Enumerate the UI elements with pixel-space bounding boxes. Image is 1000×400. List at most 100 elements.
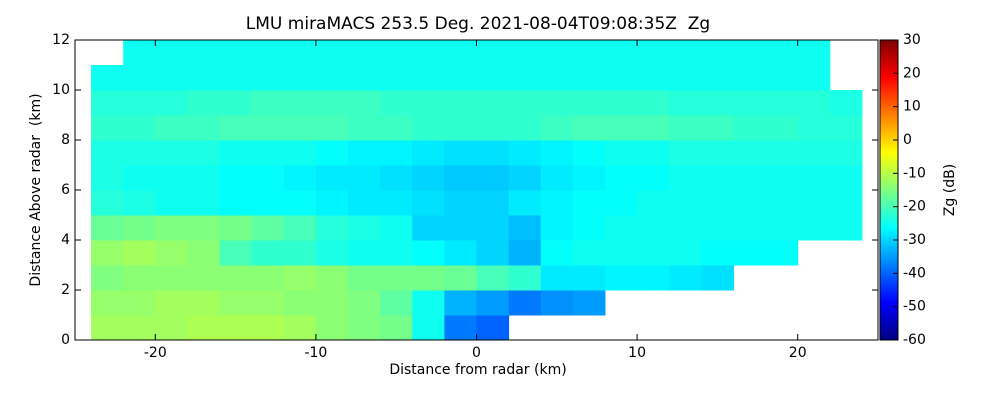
cell — [765, 165, 799, 191]
y-tick-label: 12 — [52, 32, 70, 48]
cell — [380, 290, 413, 316]
cell — [444, 40, 477, 66]
cell — [476, 140, 510, 166]
cell — [604, 265, 638, 291]
cell — [187, 240, 221, 266]
cell — [669, 165, 702, 191]
cell — [508, 290, 542, 316]
cell — [508, 65, 542, 91]
x-tick-label: 20 — [789, 345, 807, 361]
cell — [476, 215, 510, 241]
cell — [797, 140, 831, 166]
cell — [155, 115, 188, 141]
cell — [187, 90, 221, 116]
cell — [604, 215, 638, 241]
cell — [315, 115, 349, 141]
cell — [572, 165, 606, 191]
cell — [508, 40, 542, 66]
cell — [91, 115, 124, 141]
colorbar-tick-label: -30 — [903, 232, 926, 248]
cell — [540, 40, 574, 66]
cell — [604, 140, 638, 166]
cell — [251, 265, 285, 291]
cell — [572, 65, 606, 91]
cell — [251, 215, 285, 241]
cell — [283, 40, 317, 66]
cell — [604, 40, 638, 66]
cell — [380, 265, 413, 291]
cell — [219, 290, 253, 316]
cell — [283, 165, 317, 191]
cell — [219, 315, 253, 341]
cell — [669, 265, 702, 291]
y-axis-label: Distance Above radar (km) — [28, 93, 44, 286]
cell — [315, 215, 349, 241]
colorbar-tick-label: -50 — [903, 299, 926, 315]
cell — [701, 190, 734, 216]
cell — [315, 240, 349, 266]
cell — [315, 290, 349, 316]
cell — [123, 65, 156, 91]
cell — [701, 165, 734, 191]
cell — [380, 215, 413, 241]
cell — [123, 315, 156, 341]
cell — [508, 265, 542, 291]
cell — [476, 265, 510, 291]
cell — [155, 65, 188, 91]
cell — [315, 140, 349, 166]
cell — [701, 40, 734, 66]
cell — [251, 140, 285, 166]
cell — [251, 315, 285, 341]
cell — [572, 265, 606, 291]
cell — [797, 90, 831, 116]
y-tick-label: 0 — [61, 332, 70, 348]
cell — [797, 165, 831, 191]
cell — [540, 265, 574, 291]
cell — [669, 140, 702, 166]
cell — [829, 140, 863, 166]
colorbar-label: Zg (dB) — [942, 164, 958, 216]
cell — [637, 165, 670, 191]
cell — [348, 315, 381, 341]
cell — [187, 290, 221, 316]
cell — [251, 90, 285, 116]
y-tick-label: 4 — [61, 232, 70, 248]
cell — [797, 65, 831, 91]
cell — [219, 65, 253, 91]
colorbar-tick-label: 10 — [903, 99, 921, 115]
cell — [540, 190, 574, 216]
cell — [123, 190, 156, 216]
cell — [669, 40, 702, 66]
cell — [348, 240, 381, 266]
cell — [380, 40, 413, 66]
cell — [315, 265, 349, 291]
cell — [283, 240, 317, 266]
cell — [123, 240, 156, 266]
cell — [476, 190, 510, 216]
cell — [476, 40, 510, 66]
cell — [829, 190, 863, 216]
cell — [797, 190, 831, 216]
cell — [91, 165, 124, 191]
cell — [637, 115, 670, 141]
cell — [508, 190, 542, 216]
cell — [348, 115, 381, 141]
cell — [155, 90, 188, 116]
cell — [412, 290, 445, 316]
cell — [155, 240, 188, 266]
cell — [123, 290, 156, 316]
cell — [572, 140, 606, 166]
cell — [444, 315, 477, 341]
cell — [701, 140, 734, 166]
colorbar-tick-label: 30 — [903, 32, 921, 48]
cell — [765, 140, 799, 166]
cell — [508, 215, 542, 241]
cell — [348, 165, 381, 191]
cell — [123, 215, 156, 241]
cell — [412, 315, 445, 341]
cell — [123, 90, 156, 116]
cell — [348, 190, 381, 216]
cell — [829, 165, 863, 191]
cell — [219, 215, 253, 241]
